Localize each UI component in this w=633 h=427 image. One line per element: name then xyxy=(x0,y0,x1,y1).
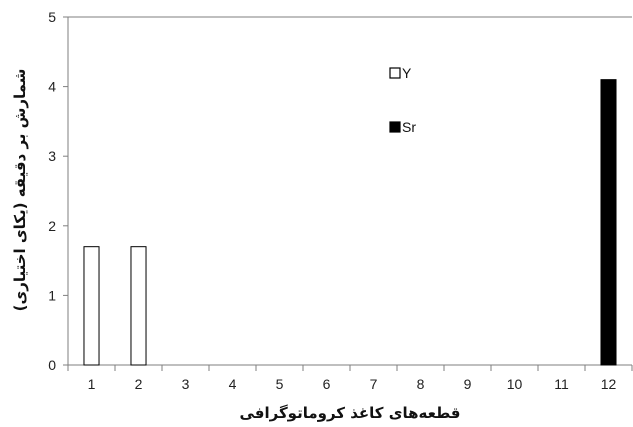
y-tick-label: 2 xyxy=(48,218,56,234)
x-tick-label: 1 xyxy=(88,376,96,392)
x-axis: 1 2 3 4 5 6 7 8 9 10 11 12 xyxy=(67,365,633,392)
x-tick-label: 5 xyxy=(276,376,284,392)
x-tick-label: 2 xyxy=(135,376,143,392)
y-tick-label: 0 xyxy=(48,357,56,373)
x-axis-title: قطعه‌های کاغذ کروماتوگرافی xyxy=(239,404,460,422)
bars xyxy=(83,79,617,366)
bar-y-2 xyxy=(130,246,147,366)
x-tick-label: 11 xyxy=(554,376,569,392)
y-tick-label: 5 xyxy=(48,9,56,25)
x-tick-label: 10 xyxy=(507,376,523,392)
x-tick-label: 6 xyxy=(323,376,331,392)
y-axis-title: شمارش بر دقیقه (یکای اختیاری) xyxy=(11,69,29,312)
bar-sr-12 xyxy=(600,79,617,366)
bar-y-1 xyxy=(83,246,100,366)
y-axis: 0 1 2 3 4 5 xyxy=(48,9,68,373)
legend: Y Sr xyxy=(389,65,416,135)
x-tick-label: 12 xyxy=(601,376,617,392)
y-tick-label: 4 xyxy=(48,79,56,95)
y-tick-label: 1 xyxy=(48,287,56,303)
legend-label-sr: Sr xyxy=(402,119,416,135)
x-tick-label: 4 xyxy=(229,376,237,392)
legend-swatch-y xyxy=(389,67,401,79)
x-tick-label: 3 xyxy=(182,376,190,392)
y-tick-label: 3 xyxy=(48,148,56,164)
legend-label-y: Y xyxy=(402,65,412,81)
x-tick-label: 7 xyxy=(370,376,378,392)
plot-frame xyxy=(67,16,632,366)
x-tick-label: 8 xyxy=(417,376,425,392)
legend-swatch-sr xyxy=(389,121,401,133)
x-tick-label: 9 xyxy=(464,376,472,392)
